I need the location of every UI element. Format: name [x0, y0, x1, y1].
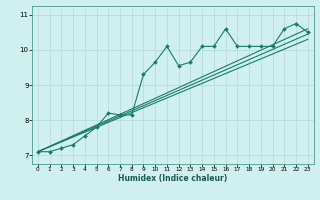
X-axis label: Humidex (Indice chaleur): Humidex (Indice chaleur) [118, 174, 228, 183]
